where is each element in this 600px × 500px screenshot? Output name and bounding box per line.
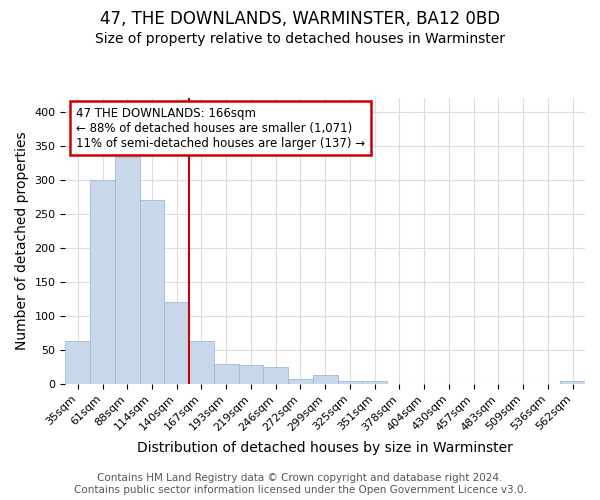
Bar	[560, 381, 585, 384]
Bar	[140, 200, 164, 384]
Bar	[263, 367, 288, 384]
Text: 47, THE DOWNLANDS, WARMINSTER, BA12 0BD: 47, THE DOWNLANDS, WARMINSTER, BA12 0BD	[100, 10, 500, 28]
Bar	[362, 381, 387, 384]
Bar	[189, 341, 214, 384]
Bar	[288, 378, 313, 384]
Text: Contains HM Land Registry data © Crown copyright and database right 2024.
Contai: Contains HM Land Registry data © Crown c…	[74, 474, 526, 495]
Bar	[338, 380, 362, 384]
Bar	[164, 302, 189, 384]
Text: Size of property relative to detached houses in Warminster: Size of property relative to detached ho…	[95, 32, 505, 46]
Bar	[313, 375, 338, 384]
Bar	[115, 157, 140, 384]
Y-axis label: Number of detached properties: Number of detached properties	[15, 132, 29, 350]
Bar	[239, 365, 263, 384]
X-axis label: Distribution of detached houses by size in Warminster: Distribution of detached houses by size …	[137, 441, 513, 455]
Bar	[90, 180, 115, 384]
Text: 47 THE DOWNLANDS: 166sqm
← 88% of detached houses are smaller (1,071)
11% of sem: 47 THE DOWNLANDS: 166sqm ← 88% of detach…	[76, 106, 365, 150]
Bar	[214, 364, 239, 384]
Bar	[65, 341, 90, 384]
